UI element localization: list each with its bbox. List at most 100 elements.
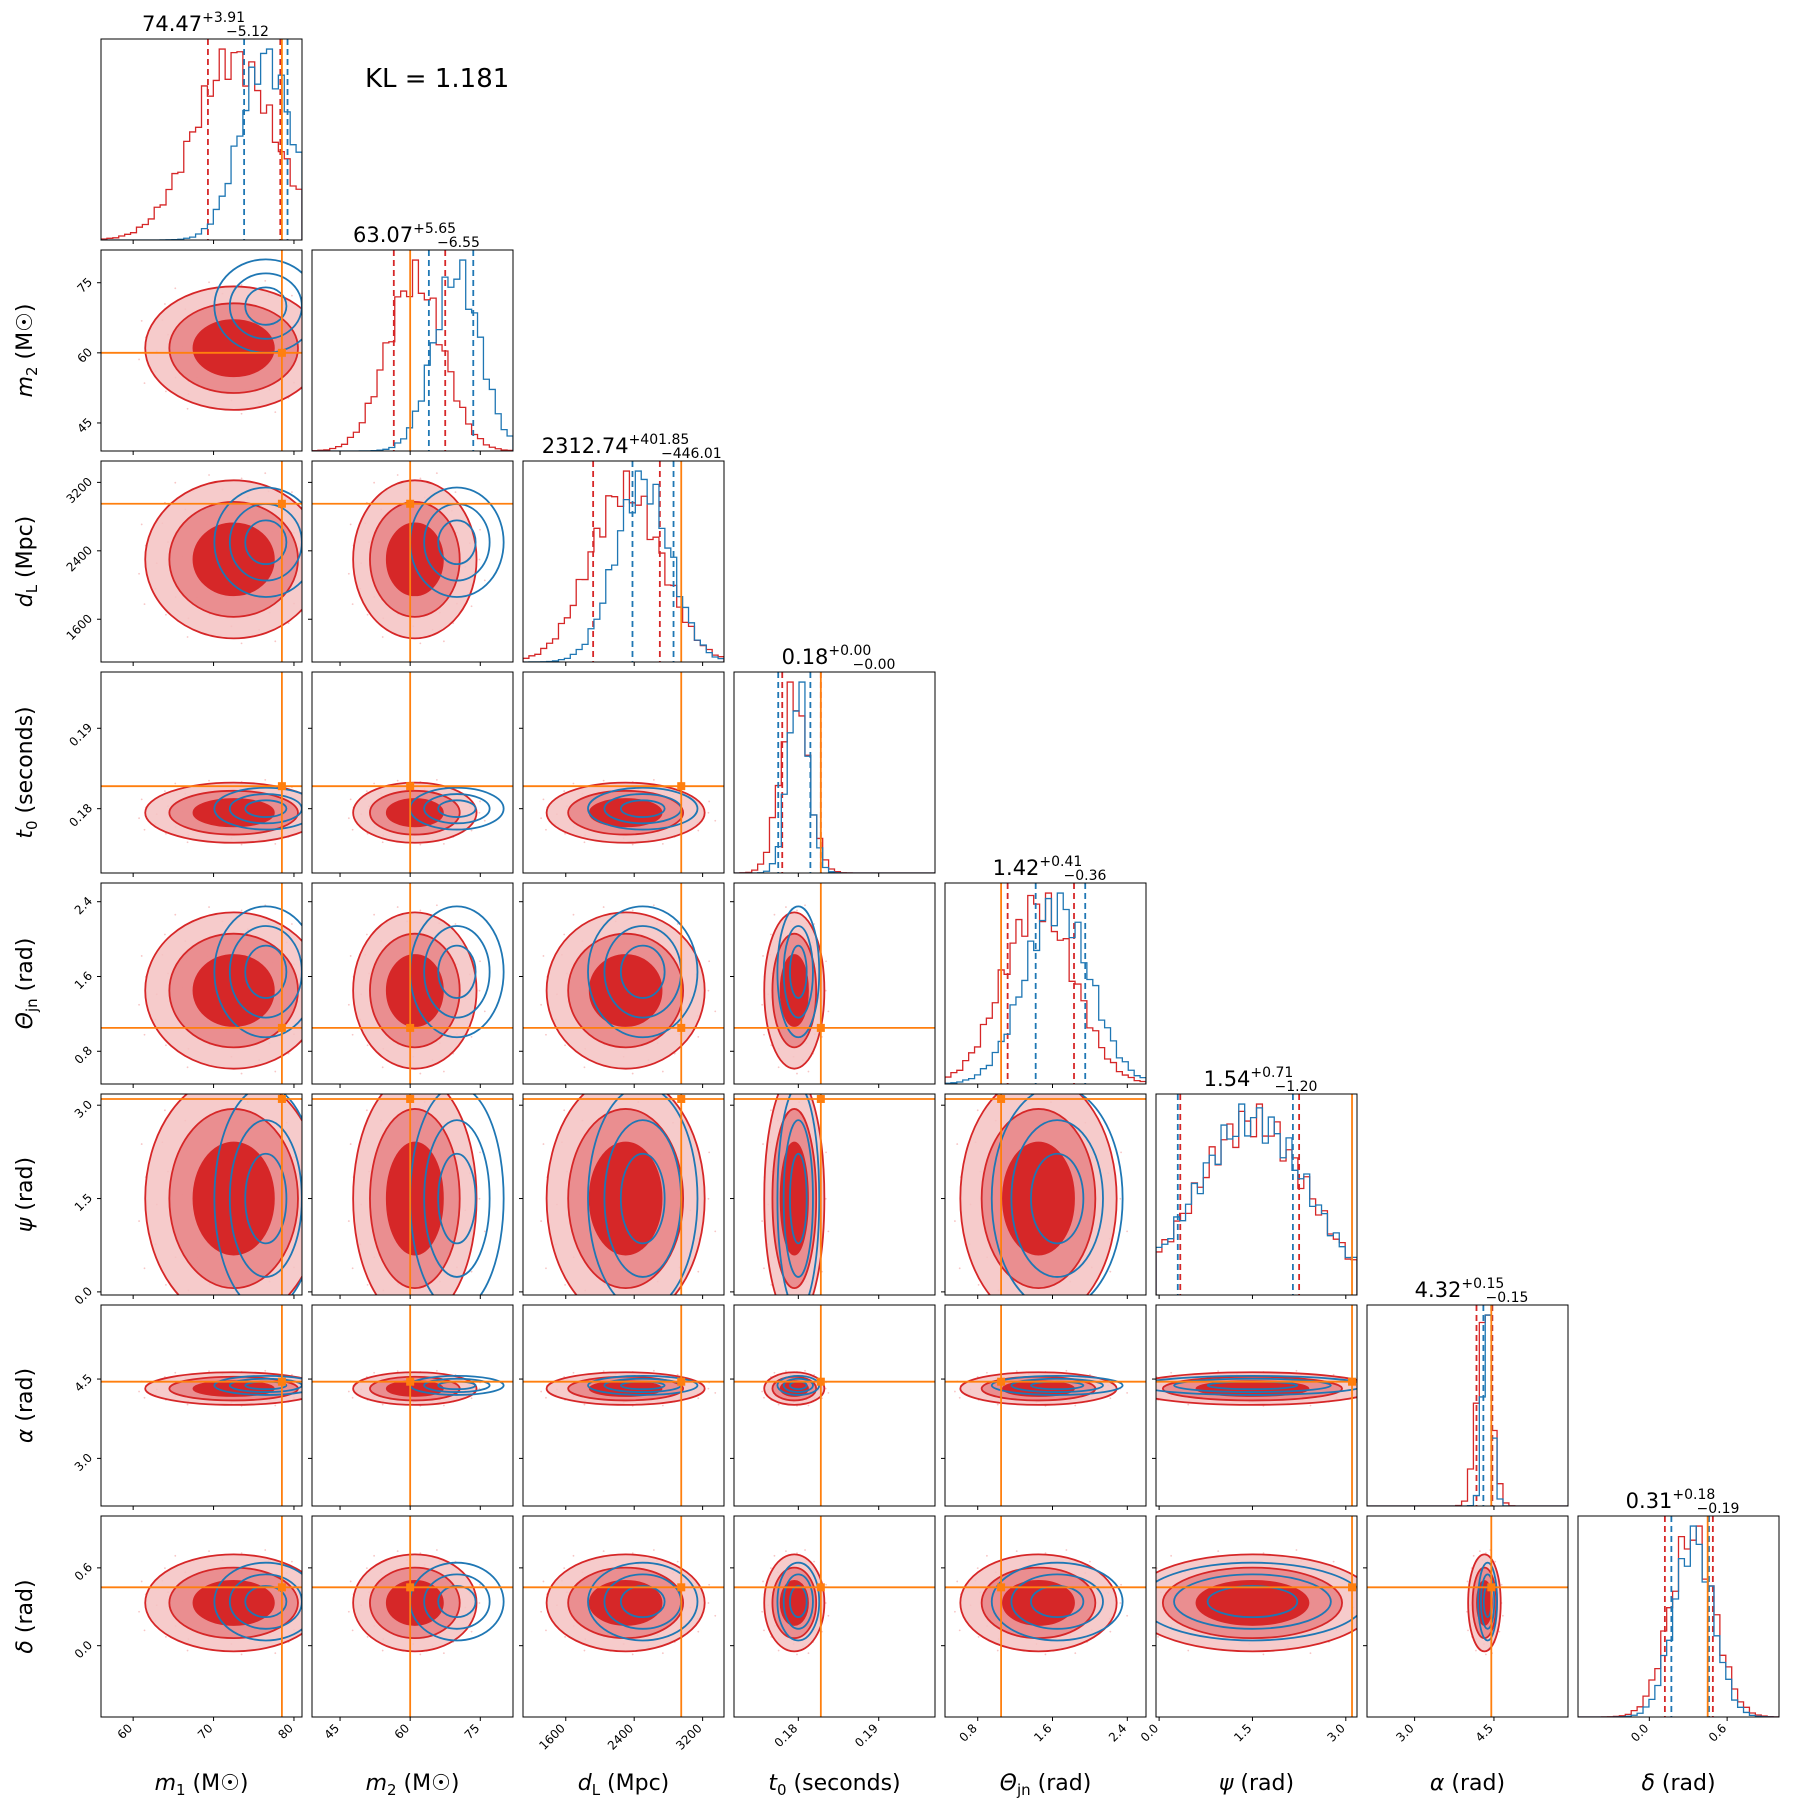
sample-point (802, 1307, 804, 1309)
contour-panel-theta_jn-alpha (941, 1304, 1147, 1510)
sample-point (373, 913, 376, 916)
sample-point (1089, 1373, 1091, 1376)
sample-point (583, 1066, 586, 1069)
sample-point (351, 1629, 354, 1632)
contour-panel-theta_jn-delta: 0.8 1.6 2.4 (941, 1515, 1147, 1745)
sample-point (307, 314, 309, 316)
truth-marker (277, 1023, 286, 1032)
sample-point (452, 1297, 454, 1299)
panel-frame (100, 249, 303, 452)
sample-point (470, 1270, 473, 1273)
panel-frame (944, 1304, 1147, 1507)
sample-point (138, 572, 140, 575)
sample-point (406, 1089, 408, 1091)
sample-point (997, 1319, 999, 1321)
sample-point (584, 1319, 586, 1321)
sample-point (291, 491, 293, 494)
histogram-blue-dL (523, 470, 724, 662)
y-tick-label-alpha: 3.0 (72, 1451, 95, 1474)
contour-blue-level-1 (587, 1094, 699, 1295)
summary-minus-m1: −5.12 (226, 24, 269, 40)
sample-point (1028, 1089, 1030, 1091)
sample-point (773, 1371, 776, 1374)
sample-point (1127, 1629, 1129, 1631)
sample-point (1065, 1063, 1067, 1065)
contour-blue-level-1 (990, 1374, 1124, 1396)
sample-point (1015, 1370, 1018, 1373)
contour-panel-dL-delta: 1600 2400 3200 (519, 1515, 725, 1753)
sample-point (192, 1091, 194, 1093)
x-tick-label-m2: 45 (321, 1721, 342, 1742)
sample-point (714, 1230, 717, 1233)
sample-point (602, 779, 605, 782)
truth-marker (997, 1377, 1006, 1386)
sample-point (572, 913, 575, 916)
sample-point (419, 1653, 422, 1656)
sample-point (1126, 1230, 1129, 1233)
contour-panel-t0-theta_jn (730, 882, 936, 1088)
truth-marker (277, 1583, 286, 1592)
sample-point (264, 1549, 267, 1551)
sample-point (796, 909, 798, 912)
contour-red-level-3 (779, 1141, 809, 1256)
contour-blue-level-3 (619, 799, 666, 818)
sample-point (1127, 1397, 1129, 1399)
sample-point (326, 1152, 328, 1154)
histogram-panel-alpha: 4.32+0.15−0.15 (1366, 1276, 1569, 1510)
x-tick-label-psi: 0.0 (1138, 1721, 1161, 1744)
contour-blue-level-1 (213, 905, 302, 1039)
contour-blue-level-1 (587, 1374, 699, 1396)
y-axis-label-alpha: α (rad) (13, 1368, 38, 1443)
x-tick-label-m2: 75 (462, 1721, 483, 1742)
sample-point (143, 1267, 146, 1270)
contour-panel-m2-delta: 45 60 75 (308, 1515, 514, 1742)
sample-point (977, 1635, 980, 1638)
sample-point (676, 923, 679, 925)
sample-point (274, 1404, 277, 1407)
y-axis-label-t0: t0 (seconds) (13, 706, 41, 838)
sample-point (208, 906, 210, 908)
sample-point (478, 1197, 481, 1200)
sample-point (274, 842, 277, 845)
sample-point (825, 1583, 827, 1586)
sample-point (572, 1371, 575, 1374)
sample-point (662, 1325, 664, 1327)
contour-blue-level-3 (1206, 1585, 1299, 1619)
sample-point (583, 1403, 586, 1406)
sample-point (763, 1396, 765, 1399)
y-tick-label-m2: 60 (74, 345, 95, 366)
contour-blue-level-2 (782, 1119, 814, 1278)
histogram-panel-delta: 0.31+0.18−0.19 0.0 0.6 (1577, 1487, 1780, 1745)
contour-blue-level-1 (213, 1374, 302, 1396)
panel-frame (944, 1093, 1147, 1296)
sample-point (174, 1371, 177, 1374)
summary-minus-theta_jn: −0.36 (1064, 868, 1107, 884)
contour-panel-m1-psi: 0.0 1.5 3.0 (72, 1091, 328, 1308)
sample-point (540, 1610, 543, 1613)
sample-point (419, 1329, 421, 1331)
x-tick-label-theta_jn: 2.4 (1106, 1721, 1129, 1744)
histogram-red-m2 (312, 259, 513, 451)
sample-point (545, 1267, 547, 1270)
sample-point (827, 1010, 830, 1013)
truth-marker (677, 1094, 686, 1103)
sample-point (291, 1560, 293, 1563)
panel-frame (100, 1093, 303, 1296)
contour-blue-level-1 (1156, 1374, 1357, 1396)
x-axis-label-delta: δ (rad) (1641, 1771, 1715, 1796)
y-tick-label-theta_jn: 2.4 (72, 894, 95, 917)
sample-point (398, 1315, 400, 1317)
sample-point (540, 817, 543, 820)
sample-point (958, 1629, 961, 1632)
sample-point (349, 955, 352, 957)
sample-point (676, 1373, 679, 1376)
contour-blue-level-3 (619, 1585, 666, 1619)
sample-point (564, 1283, 566, 1286)
histogram-panel-dL: 2312.74+401.85−446.01 (522, 432, 725, 666)
sample-point (652, 1549, 655, 1551)
kl-divergence-label: KL = 1.181 (365, 64, 510, 94)
sample-point (307, 516, 309, 518)
sample-point (605, 1315, 607, 1317)
sample-point (291, 294, 293, 297)
y-axis-label-psi: ψ (rad) (13, 1157, 38, 1232)
